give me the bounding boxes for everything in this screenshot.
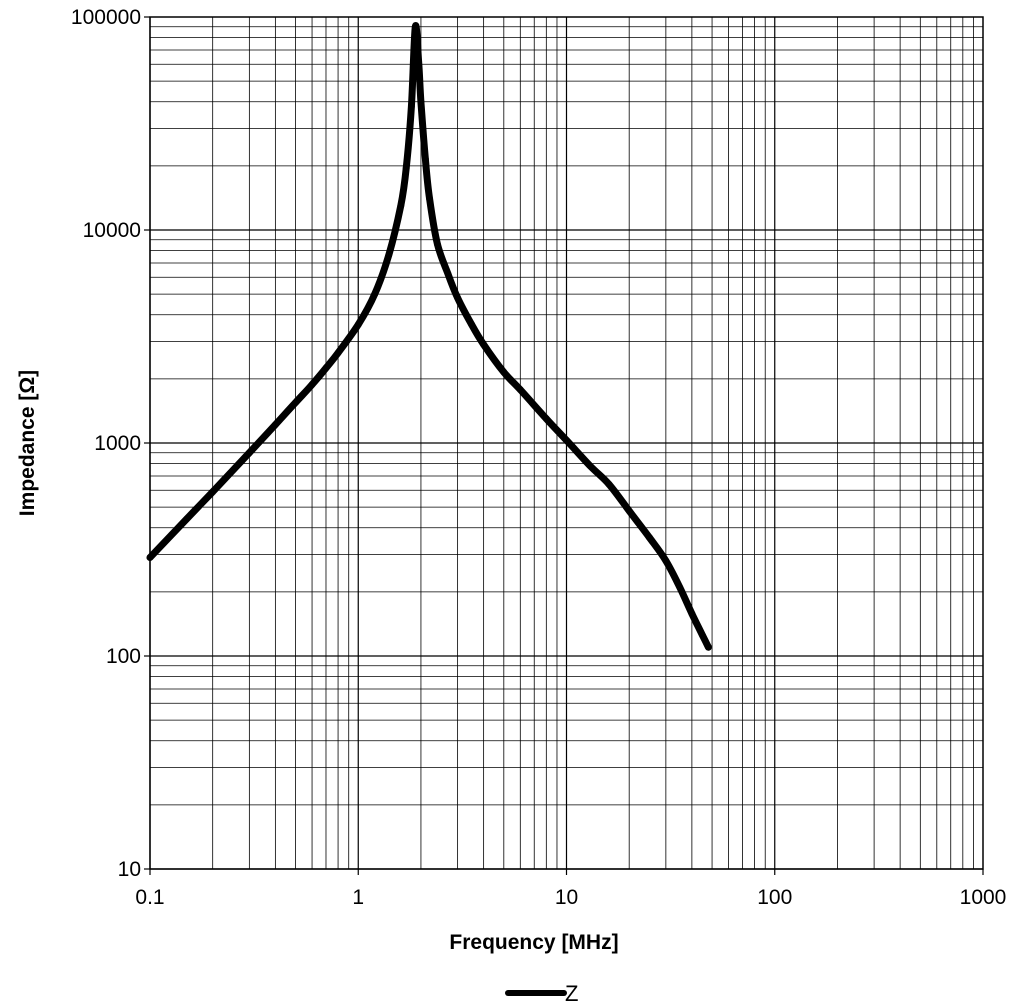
data-point-z — [334, 349, 342, 357]
y-tick-label: 100000 — [71, 6, 141, 29]
data-point-z — [454, 294, 461, 302]
data-point-z — [676, 584, 684, 591]
data-point-z — [563, 436, 570, 444]
series-layer — [146, 22, 712, 651]
legend-label-z: Z — [565, 981, 578, 1006]
data-point-z — [322, 364, 330, 372]
data-point-z — [246, 449, 253, 457]
data-point-z — [625, 507, 633, 515]
tick-labels: 0.1 1 10 100 1000 10 100 1000 10000 100000 — [71, 6, 1006, 909]
data-point-z — [662, 557, 670, 565]
x-tick-label: 10 — [555, 886, 578, 909]
data-point-z — [699, 632, 706, 639]
y-tick-label: 10000 — [83, 219, 141, 242]
data-point-z — [516, 386, 524, 394]
x-tick-label: 100 — [757, 886, 792, 909]
data-point-z — [542, 415, 550, 423]
data-point-z — [272, 421, 279, 428]
data-point-z — [444, 270, 452, 278]
data-point-z — [397, 202, 405, 210]
data-point-z — [308, 381, 316, 388]
data-point-z — [402, 164, 410, 172]
x-tick-label: 0.1 — [135, 886, 164, 909]
data-point-z — [292, 399, 299, 406]
y-tick-label: 100 — [106, 645, 141, 668]
y-axis-title: Impedance [Ω] — [16, 370, 39, 516]
series-line-z — [146, 22, 712, 651]
data-point-z — [434, 240, 441, 248]
data-point-z — [385, 252, 393, 259]
data-point-z — [468, 321, 475, 328]
data-point-z — [426, 195, 433, 203]
data-point-z — [209, 488, 217, 496]
plot-area-frame — [149, 16, 984, 870]
x-axis-title: Frequency [MHz] — [449, 931, 618, 954]
data-point-z — [688, 610, 696, 618]
data-point-z — [146, 554, 154, 561]
data-point-z — [183, 515, 191, 523]
data-point-z — [646, 534, 653, 541]
data-point-z — [415, 57, 422, 65]
data-point-z — [500, 368, 508, 376]
y-tick-label: 10 — [118, 858, 141, 881]
legend: Z — [505, 981, 578, 1006]
y-tick-label: 1000 — [94, 432, 141, 455]
data-point-z — [408, 103, 415, 110]
x-tick-label: 1000 — [960, 886, 1007, 909]
data-point-z — [422, 155, 429, 163]
grid-lines — [144, 16, 984, 875]
data-point-z — [371, 290, 379, 298]
data-point-z — [586, 462, 594, 470]
data-point-z — [605, 480, 613, 488]
data-point-z — [705, 643, 712, 651]
data-point-z — [411, 23, 419, 31]
data-point-z — [480, 341, 487, 348]
data-point-z — [417, 98, 425, 106]
data-point-z — [354, 321, 362, 328]
x-tick-label: 1 — [352, 886, 364, 909]
